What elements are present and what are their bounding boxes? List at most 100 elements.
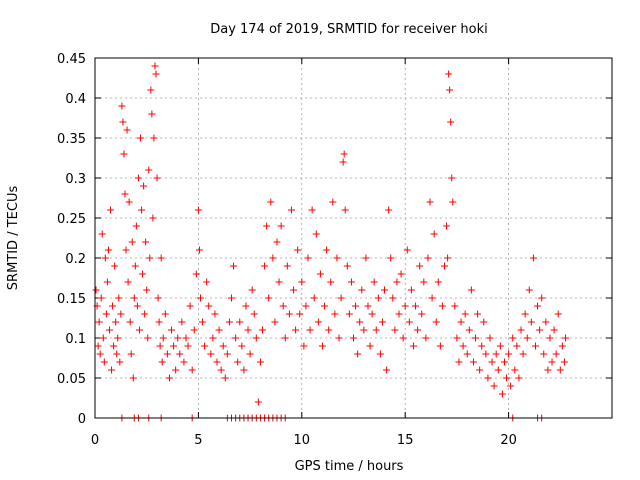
data-point bbox=[296, 310, 304, 318]
data-point bbox=[107, 206, 115, 214]
data-point bbox=[252, 334, 260, 342]
data-point bbox=[116, 358, 124, 366]
data-point bbox=[111, 262, 119, 270]
data-point bbox=[130, 294, 138, 302]
data-point bbox=[461, 310, 469, 318]
y-tick-label: 0.45 bbox=[57, 52, 86, 67]
data-point bbox=[182, 334, 190, 342]
chart-title: Day 174 of 2019, SRMTID for receiver hok… bbox=[210, 22, 488, 37]
data-point bbox=[455, 358, 463, 366]
data-point bbox=[446, 86, 454, 94]
data-point bbox=[552, 350, 560, 358]
data-point bbox=[440, 262, 448, 270]
data-point bbox=[393, 278, 401, 286]
data-point bbox=[219, 342, 227, 350]
data-point bbox=[92, 286, 100, 294]
data-point bbox=[275, 278, 283, 286]
data-point bbox=[341, 206, 349, 214]
data-point bbox=[192, 270, 200, 278]
data-point bbox=[180, 358, 188, 366]
data-point bbox=[267, 198, 275, 206]
data-point bbox=[142, 238, 150, 246]
data-point bbox=[146, 254, 154, 262]
data-point bbox=[138, 206, 146, 214]
data-point bbox=[199, 318, 207, 326]
data-point bbox=[165, 374, 173, 382]
data-point bbox=[445, 70, 453, 78]
data-point bbox=[108, 366, 116, 374]
data-point bbox=[538, 294, 546, 302]
data-point bbox=[259, 326, 267, 334]
data-point bbox=[391, 326, 399, 334]
data-point bbox=[364, 302, 372, 310]
data-point bbox=[465, 326, 473, 334]
data-point bbox=[469, 358, 477, 366]
data-points bbox=[92, 62, 569, 422]
data-point bbox=[498, 390, 506, 398]
data-point bbox=[135, 326, 143, 334]
data-point bbox=[505, 350, 513, 358]
data-point bbox=[327, 278, 335, 286]
data-point bbox=[150, 134, 158, 142]
data-point bbox=[366, 342, 374, 350]
data-point bbox=[312, 230, 320, 238]
data-point bbox=[186, 302, 194, 310]
data-point bbox=[211, 310, 219, 318]
grid-lines bbox=[95, 58, 612, 418]
data-point bbox=[256, 358, 264, 366]
data-point bbox=[281, 334, 289, 342]
data-point bbox=[236, 318, 244, 326]
data-point bbox=[323, 246, 331, 254]
data-point bbox=[314, 318, 322, 326]
data-point bbox=[215, 326, 223, 334]
data-point bbox=[511, 366, 519, 374]
data-point bbox=[544, 366, 552, 374]
data-point bbox=[350, 334, 357, 342]
data-point bbox=[395, 310, 403, 318]
data-point bbox=[337, 294, 345, 302]
data-point bbox=[486, 334, 494, 342]
data-point bbox=[133, 302, 141, 310]
y-tick-label: 0.3 bbox=[65, 172, 86, 187]
data-point bbox=[149, 214, 157, 222]
data-point bbox=[430, 230, 438, 238]
data-point bbox=[131, 262, 139, 270]
data-point bbox=[101, 254, 109, 262]
data-point bbox=[453, 334, 461, 342]
data-point bbox=[157, 254, 165, 262]
data-point bbox=[558, 342, 566, 350]
data-point bbox=[144, 334, 152, 342]
data-point bbox=[482, 350, 490, 358]
data-point bbox=[244, 326, 252, 334]
data-point bbox=[420, 278, 428, 286]
data-point bbox=[163, 350, 171, 358]
data-point bbox=[110, 342, 118, 350]
data-point bbox=[290, 286, 298, 294]
data-point bbox=[335, 334, 343, 342]
data-point bbox=[496, 342, 504, 350]
data-point bbox=[269, 254, 277, 262]
data-point bbox=[287, 206, 295, 214]
y-axis-tick-labels: 0 0.05 0.1 0.15 0.2 0.25 0.3 0.35 0.4 0.45 bbox=[57, 52, 86, 427]
data-point bbox=[273, 238, 281, 246]
data-point bbox=[155, 318, 163, 326]
data-point bbox=[298, 278, 306, 286]
data-point bbox=[238, 342, 246, 350]
data-point bbox=[99, 334, 107, 342]
data-point bbox=[152, 70, 160, 78]
data-point bbox=[292, 326, 300, 334]
data-point bbox=[525, 286, 533, 294]
data-point bbox=[232, 334, 240, 342]
data-point bbox=[128, 238, 136, 246]
data-point bbox=[156, 342, 164, 350]
data-point bbox=[345, 310, 353, 318]
data-point bbox=[96, 350, 104, 358]
data-point bbox=[209, 334, 217, 342]
data-point bbox=[279, 302, 287, 310]
data-point bbox=[397, 270, 405, 278]
data-point bbox=[308, 206, 316, 214]
data-point bbox=[154, 294, 162, 302]
x-tick-label: 10 bbox=[294, 433, 311, 448]
data-point bbox=[123, 126, 131, 134]
data-point bbox=[407, 286, 415, 294]
